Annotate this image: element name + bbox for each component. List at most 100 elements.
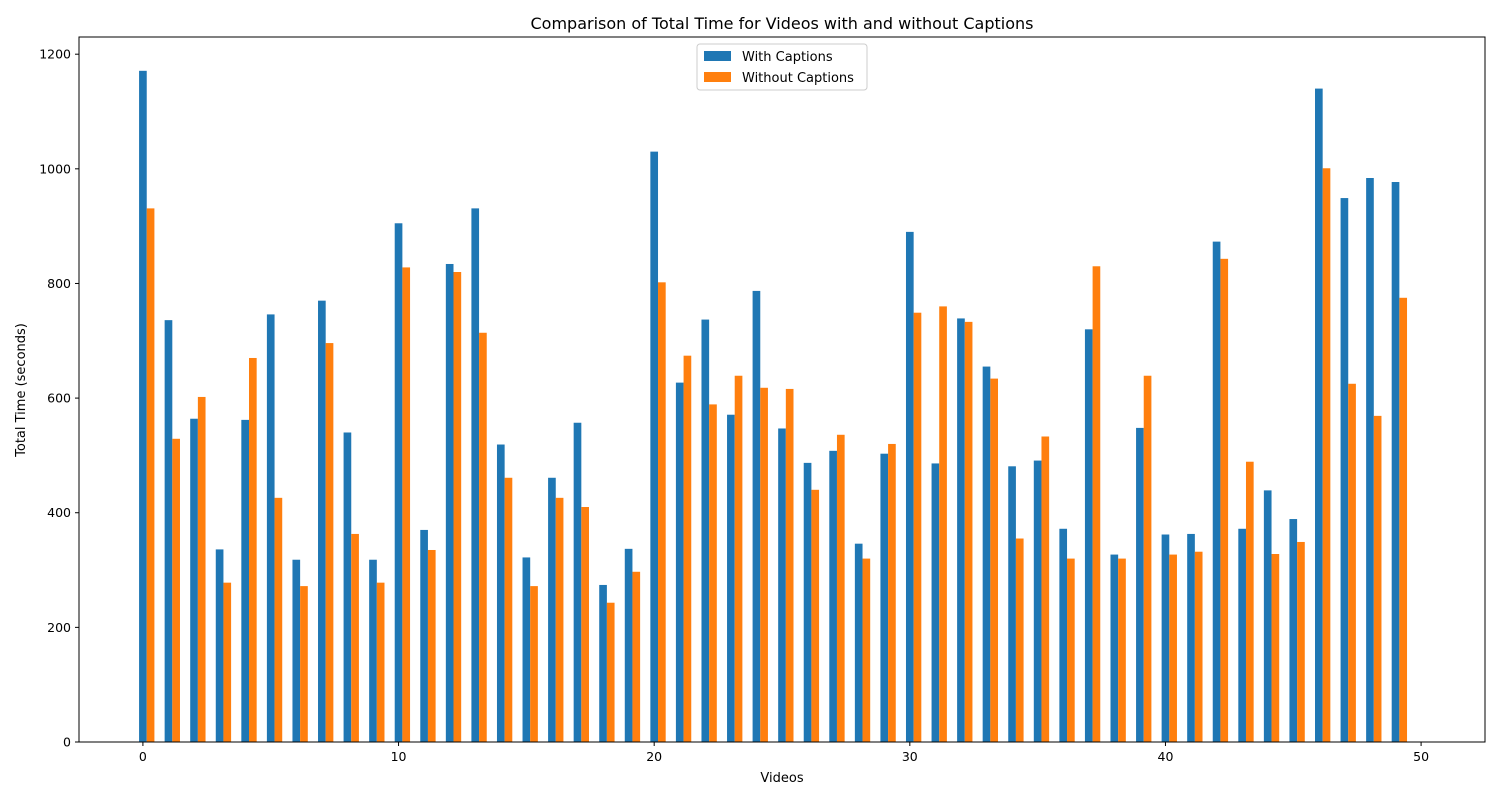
bar-without-captions-11 — [427, 549, 436, 742]
bar-with-captions-21 — [675, 382, 684, 742]
bar-with-captions-29 — [880, 453, 889, 742]
bar-with-captions-22 — [701, 319, 710, 742]
bar-without-captions-22 — [709, 404, 717, 742]
bar-with-captions-2 — [190, 418, 198, 742]
bar-with-captions-38 — [1110, 554, 1119, 742]
bars-group — [139, 70, 1408, 743]
bar-without-captions-10 — [402, 267, 411, 742]
bar-without-captions-33 — [990, 378, 999, 742]
bar-with-captions-42 — [1212, 241, 1221, 742]
bar-without-captions-1 — [172, 438, 180, 742]
bar-without-captions-14 — [504, 477, 513, 742]
bar-without-captions-12 — [453, 272, 462, 742]
bar-without-captions-46 — [1322, 168, 1331, 742]
y-tick-label: 1200 — [39, 47, 71, 62]
bar-with-captions-39 — [1136, 427, 1144, 742]
x-tick-label: 0 — [139, 749, 147, 764]
bar-without-captions-9 — [376, 582, 385, 742]
x-tick-label: 30 — [902, 749, 918, 764]
bar-without-captions-17 — [581, 507, 589, 742]
x-axis-label: Videos — [760, 771, 803, 786]
bar-with-captions-11 — [420, 529, 428, 742]
bar-without-captions-48 — [1373, 415, 1382, 742]
bar-with-captions-33 — [982, 366, 991, 742]
bar-without-captions-32 — [964, 321, 973, 742]
bar-without-captions-45 — [1297, 541, 1305, 742]
y-tick-label: 0 — [63, 735, 71, 750]
bar-without-captions-47 — [1348, 383, 1356, 742]
bar-with-captions-46 — [1315, 88, 1323, 743]
bar-with-captions-28 — [854, 543, 863, 742]
y-axis-label: Total Time (seconds) — [14, 323, 29, 458]
bar-with-captions-40 — [1161, 534, 1170, 742]
bar-without-captions-16 — [555, 497, 564, 742]
bar-without-captions-44 — [1271, 554, 1280, 742]
bar-with-captions-12 — [445, 263, 454, 742]
bar-without-captions-43 — [1245, 461, 1254, 742]
bar-without-captions-37 — [1092, 266, 1101, 742]
bar-without-captions-49 — [1399, 297, 1408, 742]
bar-without-captions-29 — [888, 443, 896, 742]
legend-label-without-captions: Without Captions — [742, 71, 854, 86]
bar-without-captions-21 — [683, 355, 692, 742]
bar-without-captions-30 — [913, 312, 922, 742]
bar-with-captions-30 — [905, 231, 914, 742]
x-tick-label: 50 — [1413, 749, 1429, 764]
bar-with-captions-5 — [266, 314, 275, 742]
bar-with-captions-13 — [471, 208, 480, 742]
bar-without-captions-5 — [274, 497, 283, 742]
x-tick-label: 10 — [391, 749, 407, 764]
x-axis-ticks: 0 10 20 30 40 50 — [139, 742, 1429, 764]
legend: With Captions Without Captions — [696, 43, 868, 91]
bar-without-captions-34 — [1015, 538, 1024, 742]
legend-box — [696, 43, 868, 91]
bar-with-captions-15 — [522, 557, 531, 742]
bar-without-captions-23 — [734, 375, 743, 742]
bar-without-captions-36 — [1067, 558, 1075, 742]
x-tick-label: 40 — [1158, 749, 1174, 764]
bar-with-captions-4 — [241, 419, 249, 742]
bar-with-captions-7 — [318, 300, 326, 742]
y-axis-ticks: 0 200 400 600 800 1000 1200 — [39, 47, 79, 750]
bar-without-captions-2 — [197, 396, 206, 742]
bar-with-captions-45 — [1289, 519, 1298, 742]
y-tick-label: 800 — [47, 276, 71, 291]
bar-without-captions-19 — [632, 571, 641, 742]
bar-without-captions-35 — [1041, 436, 1050, 742]
bar-with-captions-1 — [164, 320, 173, 742]
bar-without-captions-8 — [351, 533, 359, 742]
y-tick-label: 400 — [47, 505, 71, 520]
bar-with-captions-37 — [1084, 329, 1093, 742]
legend-swatch-with-captions — [704, 51, 731, 61]
legend-label-with-captions: With Captions — [742, 50, 833, 65]
bar-with-captions-8 — [343, 432, 352, 742]
bar-with-captions-6 — [292, 559, 301, 742]
bar-with-captions-19 — [624, 548, 633, 742]
bar-without-captions-26 — [811, 489, 820, 742]
bar-without-captions-7 — [325, 343, 334, 742]
chart-title: Comparison of Total Time for Videos with… — [531, 14, 1034, 33]
legend-swatch-without-captions — [704, 72, 731, 82]
bar-with-captions-27 — [829, 450, 837, 742]
bar-with-captions-20 — [650, 151, 659, 742]
bar-with-captions-49 — [1391, 182, 1400, 742]
bar-without-captions-39 — [1143, 375, 1152, 742]
bar-with-captions-47 — [1340, 198, 1349, 742]
bar-with-captions-43 — [1238, 528, 1246, 742]
bar-with-captions-48 — [1366, 178, 1374, 742]
bar-without-captions-42 — [1220, 258, 1229, 742]
bar-without-captions-20 — [658, 282, 666, 742]
bar-with-captions-14 — [496, 444, 505, 742]
bar-with-captions-16 — [548, 477, 556, 742]
bar-without-captions-31 — [939, 306, 947, 742]
bar-without-captions-18 — [606, 602, 615, 742]
bar-with-captions-26 — [803, 462, 812, 742]
bar-with-captions-17 — [573, 422, 582, 742]
bar-without-captions-0 — [146, 208, 155, 742]
bar-with-captions-9 — [369, 559, 377, 742]
bar-with-captions-0 — [139, 70, 147, 742]
bar-without-captions-40 — [1169, 554, 1177, 742]
bar-with-captions-25 — [778, 428, 786, 742]
bar-with-captions-32 — [957, 318, 965, 742]
